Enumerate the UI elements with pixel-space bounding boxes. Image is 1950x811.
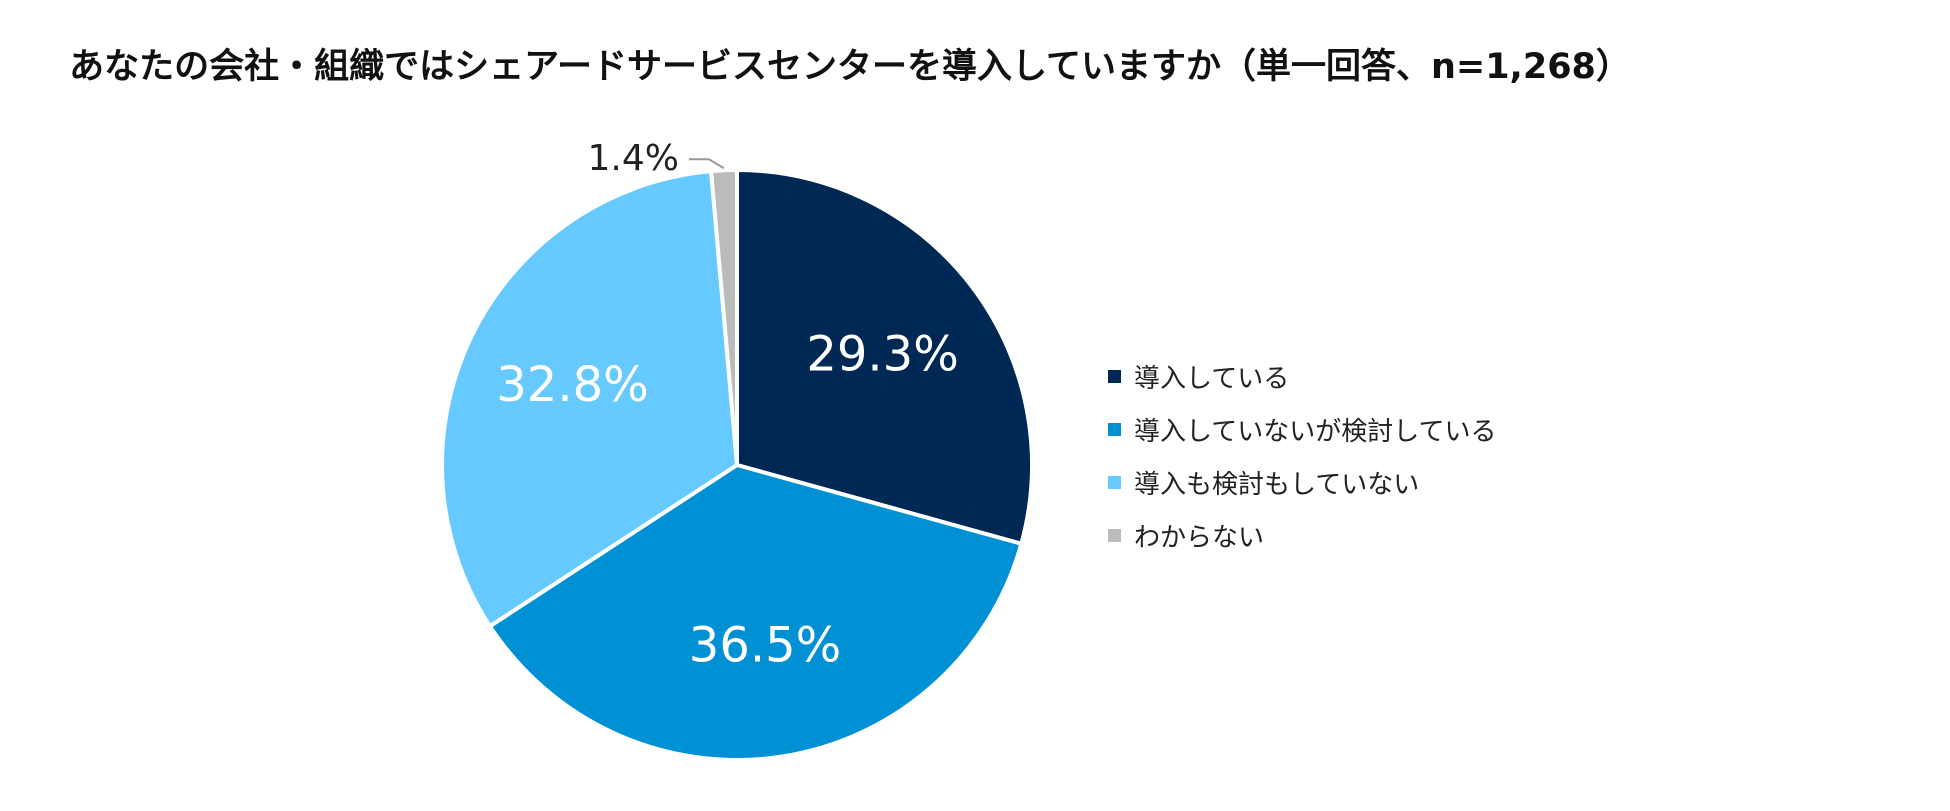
legend-swatch	[1108, 370, 1121, 383]
chart-title: あなたの会社・組織ではシェアードサービスセンターを導入していますか（単一回答、n…	[69, 47, 1631, 87]
legend-label: わからない	[1134, 523, 1265, 553]
legend-item: わからない	[1108, 509, 1496, 562]
legend-swatch	[1108, 423, 1121, 436]
data-label: 36.5%	[689, 618, 841, 674]
data-label: 1.4%	[587, 138, 678, 179]
legend-item: 導入している	[1108, 350, 1496, 403]
legend-item: 導入していないが検討している	[1108, 403, 1496, 456]
pie-slice	[487, 463, 1024, 762]
legend-swatch	[1108, 476, 1121, 489]
data-label: 29.3%	[806, 326, 958, 382]
legend: 導入している 導入していないが検討している 導入も検討もしていない わからない	[1108, 350, 1496, 562]
legend-label: 導入している	[1134, 364, 1290, 394]
legend-swatch	[1108, 529, 1121, 542]
pie-slice	[440, 169, 739, 629]
pie-slice	[709, 168, 739, 467]
legend-item: 導入も検討もしていない	[1108, 456, 1496, 509]
legend-label: 導入も検討もしていない	[1134, 470, 1420, 500]
pie-slice	[735, 168, 1034, 546]
legend-label: 導入していないが検討している	[1134, 417, 1497, 447]
data-label: 32.8%	[496, 357, 648, 413]
leader-line	[688, 158, 725, 170]
